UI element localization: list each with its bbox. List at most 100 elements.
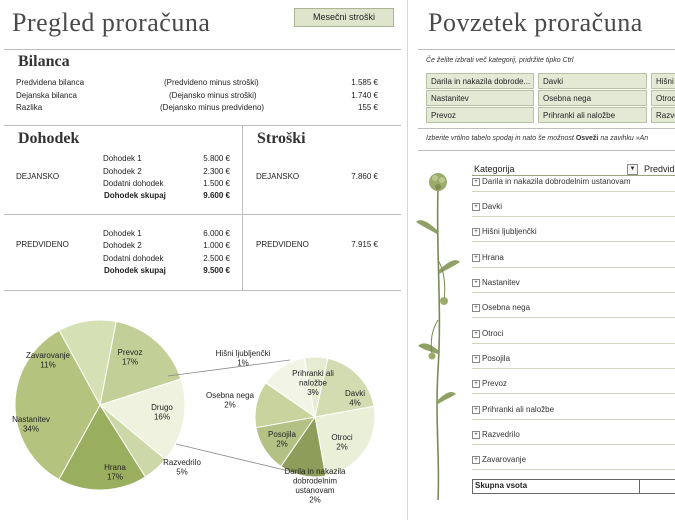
pivot-header-label2: Predvid [644, 164, 675, 174]
pie-label: Nastanitev 34% [12, 415, 50, 434]
expand-icon[interactable]: + [472, 253, 480, 262]
pie-label: Darila in nakazila dobrodelnim ustanovam 2% [285, 467, 346, 505]
income-planned-label: PREDVIDENO [16, 240, 69, 249]
pivot-total-row[interactable]: Skupna vsota [472, 479, 675, 494]
expand-icon[interactable]: + [472, 278, 480, 287]
slicer-item[interactable]: Darila in nakazila dobrode... [426, 73, 534, 89]
monthly-expenses-button[interactable]: Mesečni stroški [294, 8, 394, 27]
pivot-row[interactable]: + Prihranki ali naložbe [472, 405, 675, 420]
pie-slice-hrana [58, 404, 147, 491]
pie-label: Hišni ljubljenčki 1% [216, 349, 271, 368]
slicer-item[interactable]: Hišni [651, 73, 675, 89]
expenses-heading: Stroški [257, 130, 306, 147]
balance-label: Predvidena bilanca [16, 78, 85, 87]
income-item-label: Dohodek 2 [103, 241, 142, 250]
slicer-item[interactable]: Otroci [651, 90, 675, 106]
pie-slice-drugo [98, 378, 186, 461]
summary-title: Povzetek proračuna [428, 8, 643, 37]
income-item-label: Dohodek 1 [103, 154, 142, 163]
slicer-item[interactable]: Osebna nega [538, 90, 647, 106]
slicer-item[interactable]: Razve [651, 107, 675, 123]
pivot-header-label: Kategorija [474, 164, 515, 174]
pivot-row-label: Hrana [482, 253, 504, 262]
pivot-row[interactable]: + Razvedrilo [472, 430, 675, 445]
slicer-item[interactable]: Prihranki ali naložbe [538, 107, 647, 123]
expand-icon[interactable]: + [472, 227, 480, 236]
pie-slice-zavarovanje [58, 319, 117, 407]
filter-dropdown-icon[interactable]: ▼ [627, 164, 638, 175]
pivot-row[interactable]: + Otroci [472, 329, 675, 344]
expense-pie-chart: Prevoz 17% Drugo 16% Razvedrilo 5% Hrana 17% Nas… [12, 319, 376, 505]
expand-icon[interactable]: + [472, 303, 480, 312]
slicer-item[interactable]: Prevoz [426, 107, 534, 123]
income-actual-label: DEJANSKO [16, 172, 60, 181]
refresh-hint-text2: na zavihku »An [598, 135, 649, 142]
pivot-row-label: Prevoz [482, 379, 507, 388]
pivot-row[interactable]: + Prevoz [472, 379, 675, 394]
refresh-hint: Izberite vrtilno tabelo spodaj in nato š… [426, 135, 648, 142]
pivot-row[interactable]: + Zavarovanje [472, 455, 675, 470]
pivot-row[interactable]: + Hišni ljubljenčki [472, 227, 675, 242]
income-total-value: 9.600 € [203, 191, 230, 200]
income-item-value: 1.000 € [203, 241, 230, 250]
income-item-value: 2.500 € [203, 254, 230, 263]
pivot-row[interactable]: + Darila in nakazila dobrodelnim ustanova… [472, 177, 675, 192]
expand-icon[interactable]: + [472, 354, 480, 363]
income-item-label: Dohodek 1 [103, 229, 142, 238]
income-total-label: Dohodek skupaj [104, 191, 166, 200]
connector-line [175, 443, 294, 473]
pie2-slice [314, 405, 376, 477]
pivot-row-label: Prihranki ali naložbe [482, 405, 555, 414]
balance-value: 1.740 € [351, 91, 378, 100]
income-item-value: 2.300 € [203, 167, 230, 176]
page-title: Pregled proračuna [12, 8, 211, 37]
balance-note: (Dejansko minus stroški) [169, 91, 257, 100]
expand-icon[interactable]: + [472, 430, 480, 439]
expand-icon[interactable]: + [472, 379, 480, 388]
pie-label: Prevoz 17% [118, 348, 143, 367]
pie-label: Otroci 2% [331, 433, 353, 452]
expand-icon[interactable]: + [472, 202, 480, 211]
expenses-planned-label: PREDVIDENO [256, 240, 309, 249]
pie-label: Drugo 16% [151, 403, 173, 422]
refresh-hint-text: Izberite vrtilno tabelo spodaj in nato š… [426, 135, 576, 142]
income-total-value: 9.500 € [203, 266, 230, 275]
income-item-value: 1.500 € [203, 179, 230, 188]
balance-note: (Predvideno minus stroški) [164, 78, 259, 87]
income-item-value: 6.000 € [203, 229, 230, 238]
pivot-row-label: Razvedrilo [482, 430, 520, 439]
pivot-row[interactable]: + Osebna nega [472, 303, 675, 318]
slicer-item[interactable]: Nastanitev [426, 90, 534, 106]
income-item-value: 5.800 € [203, 154, 230, 163]
balance-heading: Bilanca [18, 53, 70, 70]
expand-icon[interactable]: + [472, 177, 480, 186]
pie-label: Razvedrilo 5% [163, 458, 201, 477]
slicer-item[interactable]: Davki [538, 73, 647, 89]
expenses-actual-label: DEJANSKO [256, 172, 300, 181]
pivot-row[interactable]: + Hrana [472, 253, 675, 268]
slicer-hint: Če želite izbrati več kategorij, pridrži… [426, 57, 574, 64]
pivot-row[interactable]: + Posojila [472, 354, 675, 369]
pivot-row-label: Darila in nakazila dobrodelnim ustanovam [482, 177, 631, 186]
balance-value: 1.585 € [351, 78, 378, 87]
expand-icon[interactable]: + [472, 455, 480, 464]
balance-label: Dejanska bilanca [16, 91, 77, 100]
pivot-row-label: Osebna nega [482, 303, 531, 312]
income-item-label: Dodatni dohodek [103, 179, 164, 188]
connector-line [167, 359, 291, 377]
expenses-actual-value: 7.860 € [351, 172, 378, 181]
pivot-row[interactable]: + Davki [472, 202, 675, 217]
expand-icon[interactable]: + [472, 405, 480, 414]
pie-label: Osebna nega 2% [206, 391, 255, 410]
pie2-slice [264, 357, 316, 419]
pivot-row-label: Otroci [482, 329, 504, 338]
pivot-row[interactable]: + Nastanitev [472, 278, 675, 293]
income-total-label: Dohodek skupaj [104, 266, 166, 275]
balance-note: (Dejansko minus predvideno) [160, 103, 265, 112]
income-item-label: Dohodek 2 [103, 167, 142, 176]
expand-icon[interactable]: + [472, 329, 480, 338]
pie2-slice [314, 357, 375, 418]
pie-label: Davki 4% [345, 389, 365, 408]
pie-label: Zavarovanje 11% [26, 351, 71, 370]
pie-label: Hrana 17% [104, 463, 126, 482]
